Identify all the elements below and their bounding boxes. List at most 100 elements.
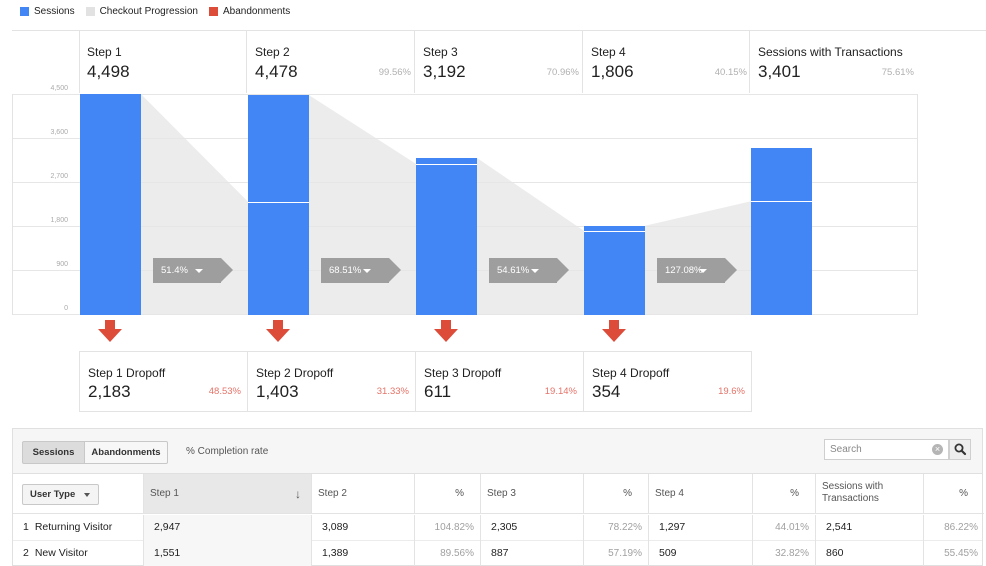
continuation-marker <box>248 201 309 203</box>
table-cell: 89.56% <box>415 541 481 566</box>
table-cell[interactable]: 2 New Visitor <box>13 541 144 566</box>
sessions-bar[interactable] <box>751 147 812 315</box>
step-percent: 75.61% <box>881 67 914 78</box>
header-step-4[interactable]: Step 4 <box>649 474 753 514</box>
sessions-bar[interactable] <box>584 225 645 315</box>
table-cell: 2,541 <box>816 515 924 541</box>
table-cell: 32.82% <box>753 541 816 566</box>
dropoff-name: Step 3 Dropoff <box>424 366 502 380</box>
legend-item-checkout-progression[interactable]: Checkout Progression <box>85 6 198 17</box>
dropoff-card[interactable]: Step 3 Dropoff 611 19.14% <box>415 351 584 412</box>
step-value: 4,478 <box>255 62 298 81</box>
table-row[interactable]: 2 New Visitor 1,551 1,389 89.56% 887 57.19% 509… <box>13 541 982 566</box>
continuation-marker <box>416 163 477 165</box>
dropoff-arrow-icon <box>266 320 290 342</box>
step-header[interactable]: Step 4 1,806 40.15% <box>583 31 751 93</box>
legend-label: Sessions <box>34 5 75 17</box>
table-cell: 55.45% <box>944 548 978 559</box>
dropoff-value: 2,183 <box>88 382 131 401</box>
step-header[interactable]: Step 1 4,498 <box>79 31 247 93</box>
chevron-down-icon <box>699 269 707 273</box>
table-cell: 887 <box>481 541 584 566</box>
header-pct-3[interactable]: % <box>584 474 649 514</box>
legend-swatch-sessions <box>20 6 29 16</box>
table-cell: 86.22% <box>944 522 978 533</box>
search-icon <box>954 443 967 456</box>
dropoff-card[interactable]: Step 4 Dropoff 354 19.6% <box>583 351 752 412</box>
dropoff-name: Step 1 Dropoff <box>88 366 166 380</box>
user-type-value[interactable]: Returning Visitor <box>34 521 113 533</box>
step-header[interactable]: Sessions with Transactions 3,401 75.61% <box>750 31 918 93</box>
step-percent: 99.56% <box>378 67 411 78</box>
header-label: % <box>959 488 968 499</box>
sessions-bar[interactable] <box>416 157 477 315</box>
header-label: Step 4 <box>655 488 684 499</box>
table-cell: 57.19% <box>584 541 649 566</box>
completion-rate-toggle[interactable]: % Completion rate <box>186 446 269 457</box>
legend-item-abandonments[interactable]: Abandonments <box>208 6 290 17</box>
step-header[interactable]: Step 3 3,192 70.96% <box>415 31 583 93</box>
header-sessions-with-transactions[interactable]: Sessions with Transactions <box>816 474 924 514</box>
step-value: 3,401 <box>758 62 801 81</box>
step-name: Sessions with Transactions <box>758 45 903 59</box>
sessions-bar[interactable] <box>80 94 141 315</box>
table-toolbar: Sessions Abandonments % Completion rate … <box>13 429 982 474</box>
table-cell: 1,389 <box>312 541 415 566</box>
table-cell[interactable]: 1 Returning Visitor <box>13 515 144 541</box>
chevron-down-icon <box>363 269 371 273</box>
header-step-1[interactable]: Step 1 ↓ <box>144 474 312 514</box>
conversion-rate-value: 68.51% <box>329 265 362 276</box>
y-tick-label: 0 <box>64 305 68 312</box>
sessions-bar[interactable] <box>248 95 309 315</box>
conversion-rate-value: 51.4% <box>161 265 188 276</box>
table-row[interactable]: 1 Returning Visitor 2,947 3,089 104.82% 2,305… <box>13 515 982 541</box>
conversion-rate-label[interactable]: 68.51% <box>321 258 401 283</box>
y-tick-label: 3,600 <box>50 129 68 136</box>
header-pct-4[interactable]: % <box>753 474 816 514</box>
conversion-rate-value: 127.08% <box>665 265 703 276</box>
column-separator <box>414 31 415 93</box>
user-type-dimension-button[interactable]: User Type <box>22 484 99 505</box>
sessions-toggle-button[interactable]: Sessions <box>22 441 85 464</box>
header-label: % <box>455 488 464 499</box>
search-button[interactable] <box>949 439 971 460</box>
conversion-rate-label[interactable]: 127.08% <box>657 258 737 283</box>
header-label: Sessions with Transactions <box>822 481 884 504</box>
header-pct-5[interactable]: % <box>924 474 984 514</box>
search-box: × <box>824 439 949 460</box>
chevron-down-icon <box>84 493 90 497</box>
dropoff-card[interactable]: Step 2 Dropoff 1,403 31.33% <box>247 351 416 412</box>
column-separator <box>917 94 918 315</box>
y-tick-label: 1,800 <box>50 217 68 224</box>
funnel-data-table: User Type Step 1 ↓ Step 2 % Step 3 % Ste… <box>13 474 984 566</box>
arrow-tip <box>389 258 401 282</box>
conversion-rate-label[interactable]: 51.4% <box>153 258 233 283</box>
funnel-table-section: Sessions Abandonments % Completion rate … <box>12 428 984 566</box>
header-step-3[interactable]: Step 3 <box>481 474 584 514</box>
step-header[interactable]: Step 2 4,478 99.56% <box>247 31 415 93</box>
dropoff-card[interactable]: Step 1 Dropoff 2,183 48.53% <box>79 351 248 412</box>
legend-item-sessions[interactable]: Sessions <box>20 6 75 17</box>
header-step-2[interactable]: Step 2 <box>312 474 415 514</box>
dropoff-percent: 48.53% <box>208 386 241 397</box>
table-cell: 78.22% <box>584 515 649 541</box>
user-type-value[interactable]: New Visitor <box>34 547 88 559</box>
column-separator <box>79 31 80 93</box>
dropoff-percent: 19.6% <box>718 386 745 397</box>
search-input[interactable] <box>825 440 930 459</box>
dropoff-name: Step 4 Dropoff <box>592 366 670 380</box>
abandonments-toggle-button[interactable]: Abandonments <box>84 441 168 464</box>
table-cell: 2,305 <box>481 515 584 541</box>
step-value: 4,498 <box>87 62 130 81</box>
column-separator <box>246 31 247 93</box>
header-pct-2[interactable]: % <box>415 474 481 514</box>
arrow-tip <box>557 258 569 282</box>
y-tick-label: 2,700 <box>50 173 68 180</box>
sort-descending-icon[interactable]: ↓ <box>295 487 301 501</box>
dropoff-arrow-icon <box>434 320 458 342</box>
table-cell: 44.01% <box>753 515 816 541</box>
step-value: 3,192 <box>423 62 466 81</box>
clear-search-icon[interactable]: × <box>932 444 943 455</box>
conversion-rate-label[interactable]: 54.61% <box>489 258 569 283</box>
y-tick-label: 4,500 <box>50 85 68 92</box>
